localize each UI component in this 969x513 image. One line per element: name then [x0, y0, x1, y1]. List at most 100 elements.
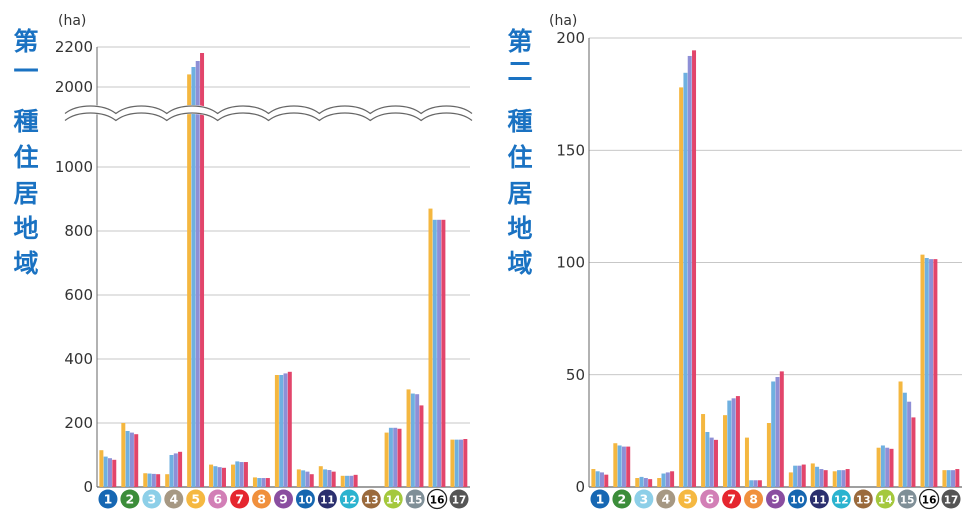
bar	[907, 401, 912, 487]
bar	[955, 469, 960, 487]
y-tick-label: 2000	[55, 78, 93, 96]
bar	[231, 464, 236, 487]
y-unit-label: (ha)	[58, 13, 86, 29]
bar	[221, 467, 226, 487]
bar	[459, 439, 464, 487]
bar	[331, 471, 336, 487]
category-badge	[612, 489, 632, 509]
category-badge-label: 16	[922, 495, 937, 507]
bar	[665, 472, 670, 487]
bar	[274, 375, 279, 487]
bar	[713, 439, 718, 487]
bar	[178, 451, 183, 487]
bar	[951, 470, 956, 487]
category-badge	[274, 489, 293, 509]
bar	[701, 414, 706, 487]
bar	[657, 478, 662, 487]
bar	[929, 259, 934, 487]
category-badge	[722, 489, 742, 509]
bar	[437, 219, 442, 488]
category-badge	[317, 489, 337, 509]
category-badge-label: 9	[279, 492, 288, 507]
bar	[217, 467, 222, 487]
bar	[301, 470, 306, 487]
category-badge-label: 8	[257, 492, 266, 507]
category-badge-label: 11	[320, 495, 335, 507]
category-badge-label: 10	[298, 495, 313, 507]
category-badge	[142, 489, 162, 509]
category-badge-label: 6	[213, 492, 222, 507]
chart-title-char: 種	[13, 107, 38, 136]
bar	[617, 445, 622, 487]
category-badge	[252, 489, 272, 509]
bar	[235, 461, 240, 487]
bar	[639, 476, 644, 487]
bar	[209, 464, 214, 487]
bar	[604, 474, 609, 487]
category-badge	[700, 489, 720, 509]
bar	[406, 389, 411, 487]
bar	[595, 471, 600, 487]
category-badge-label: 10	[790, 495, 805, 507]
chart-title-char: 種	[507, 107, 532, 136]
category-badge	[449, 489, 469, 509]
chart-title-char: 二	[507, 57, 532, 86]
bar	[911, 417, 916, 487]
y-unit-label: (ha)	[549, 13, 577, 29]
bar	[265, 478, 270, 487]
category-badge	[634, 489, 654, 509]
category-badge	[98, 489, 118, 509]
bar	[735, 396, 740, 487]
category-badge-label: 3	[148, 492, 157, 507]
y-tick-label: 100	[556, 254, 585, 272]
bar	[441, 219, 446, 488]
y-tick-label: 2200	[55, 38, 93, 56]
bar	[933, 259, 938, 487]
chart-title-char: 域	[507, 249, 532, 278]
category-badge-label: 12	[342, 495, 357, 507]
bar	[709, 437, 714, 487]
category-badge-label: 16	[430, 495, 445, 507]
bar	[837, 470, 842, 487]
category-badge-label: 8	[749, 492, 758, 507]
bar	[788, 472, 793, 487]
chart-title-char: 地	[507, 214, 532, 243]
bar	[775, 376, 780, 487]
bar	[173, 453, 178, 487]
category-badge-label: 1	[596, 492, 605, 507]
bar	[103, 456, 108, 487]
chart-title-char: 居	[507, 179, 532, 208]
bar	[99, 450, 104, 487]
bar	[125, 431, 130, 487]
bar	[880, 445, 885, 487]
category-badge	[809, 489, 829, 509]
bar	[661, 473, 666, 487]
category-badge	[766, 489, 785, 509]
bar	[626, 446, 631, 487]
category-badge-label: 14	[386, 495, 401, 507]
bar	[388, 427, 393, 487]
y-tick-label: 1000	[55, 158, 93, 176]
category-badge	[787, 489, 807, 509]
bar	[845, 469, 850, 487]
bar	[723, 415, 728, 487]
bar	[261, 478, 266, 487]
bar	[353, 474, 358, 487]
category-badge	[875, 489, 895, 509]
chart-title-char: 居	[13, 179, 38, 208]
category-badge	[208, 489, 228, 509]
bar	[305, 471, 310, 487]
bar	[191, 67, 196, 487]
bar	[397, 428, 402, 487]
bar	[384, 432, 389, 487]
bar	[815, 466, 820, 487]
category-badge-label: 4	[169, 492, 178, 507]
bar	[705, 431, 710, 487]
category-badge	[941, 489, 961, 509]
category-badge	[831, 489, 851, 509]
bar	[889, 448, 894, 487]
bar	[648, 479, 653, 487]
bar	[107, 458, 112, 487]
bar	[687, 55, 692, 488]
